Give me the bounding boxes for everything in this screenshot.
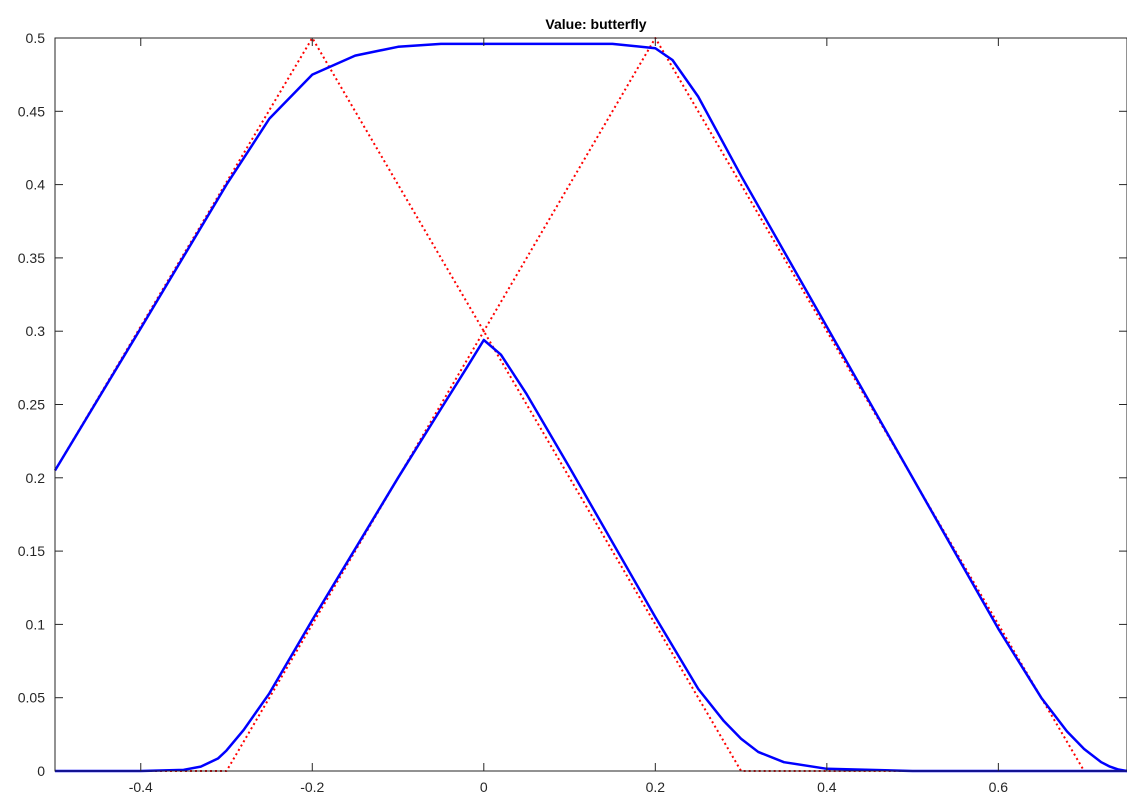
y-tick-label: 0.2	[26, 470, 46, 486]
chart-title: Value: butterfly	[545, 16, 646, 32]
y-tick-label: 0.4	[26, 177, 46, 193]
series-line-2	[55, 37, 1127, 772]
y-tick-label: 0.25	[18, 397, 45, 413]
y-tick-label: 0.45	[18, 103, 45, 119]
x-tick-label: -0.4	[129, 779, 153, 795]
x-tick-label: 0	[480, 779, 488, 795]
x-tick-label: -0.2	[300, 779, 324, 795]
series-line-3	[53, 42, 1127, 773]
axes-layer: -0.4 -0.2 0 0.2 0.4 0.6 0 0.05 0.1 0.15 0.2 0.25 0.3…	[18, 30, 1127, 795]
y-tick-label: 0.3	[26, 323, 46, 339]
x-tick-label: 0.2	[646, 779, 666, 795]
y-tick-label: 0	[37, 763, 45, 779]
y-tick-label: 0.15	[18, 543, 45, 559]
y-tick-label: 0.35	[18, 250, 45, 266]
y-tick-label: 0.5	[26, 30, 46, 46]
series-line-4	[55, 338, 1127, 773]
y-tick-label: 0.1	[26, 616, 46, 632]
x-tick-label: 0.4	[817, 779, 837, 795]
x-tick-label: 0.6	[989, 779, 1009, 795]
series-layer	[53, 37, 1127, 773]
series-line-1	[54, 37, 1127, 772]
y-tick-label: 0.05	[18, 690, 45, 706]
axes-box	[54, 37, 1127, 772]
